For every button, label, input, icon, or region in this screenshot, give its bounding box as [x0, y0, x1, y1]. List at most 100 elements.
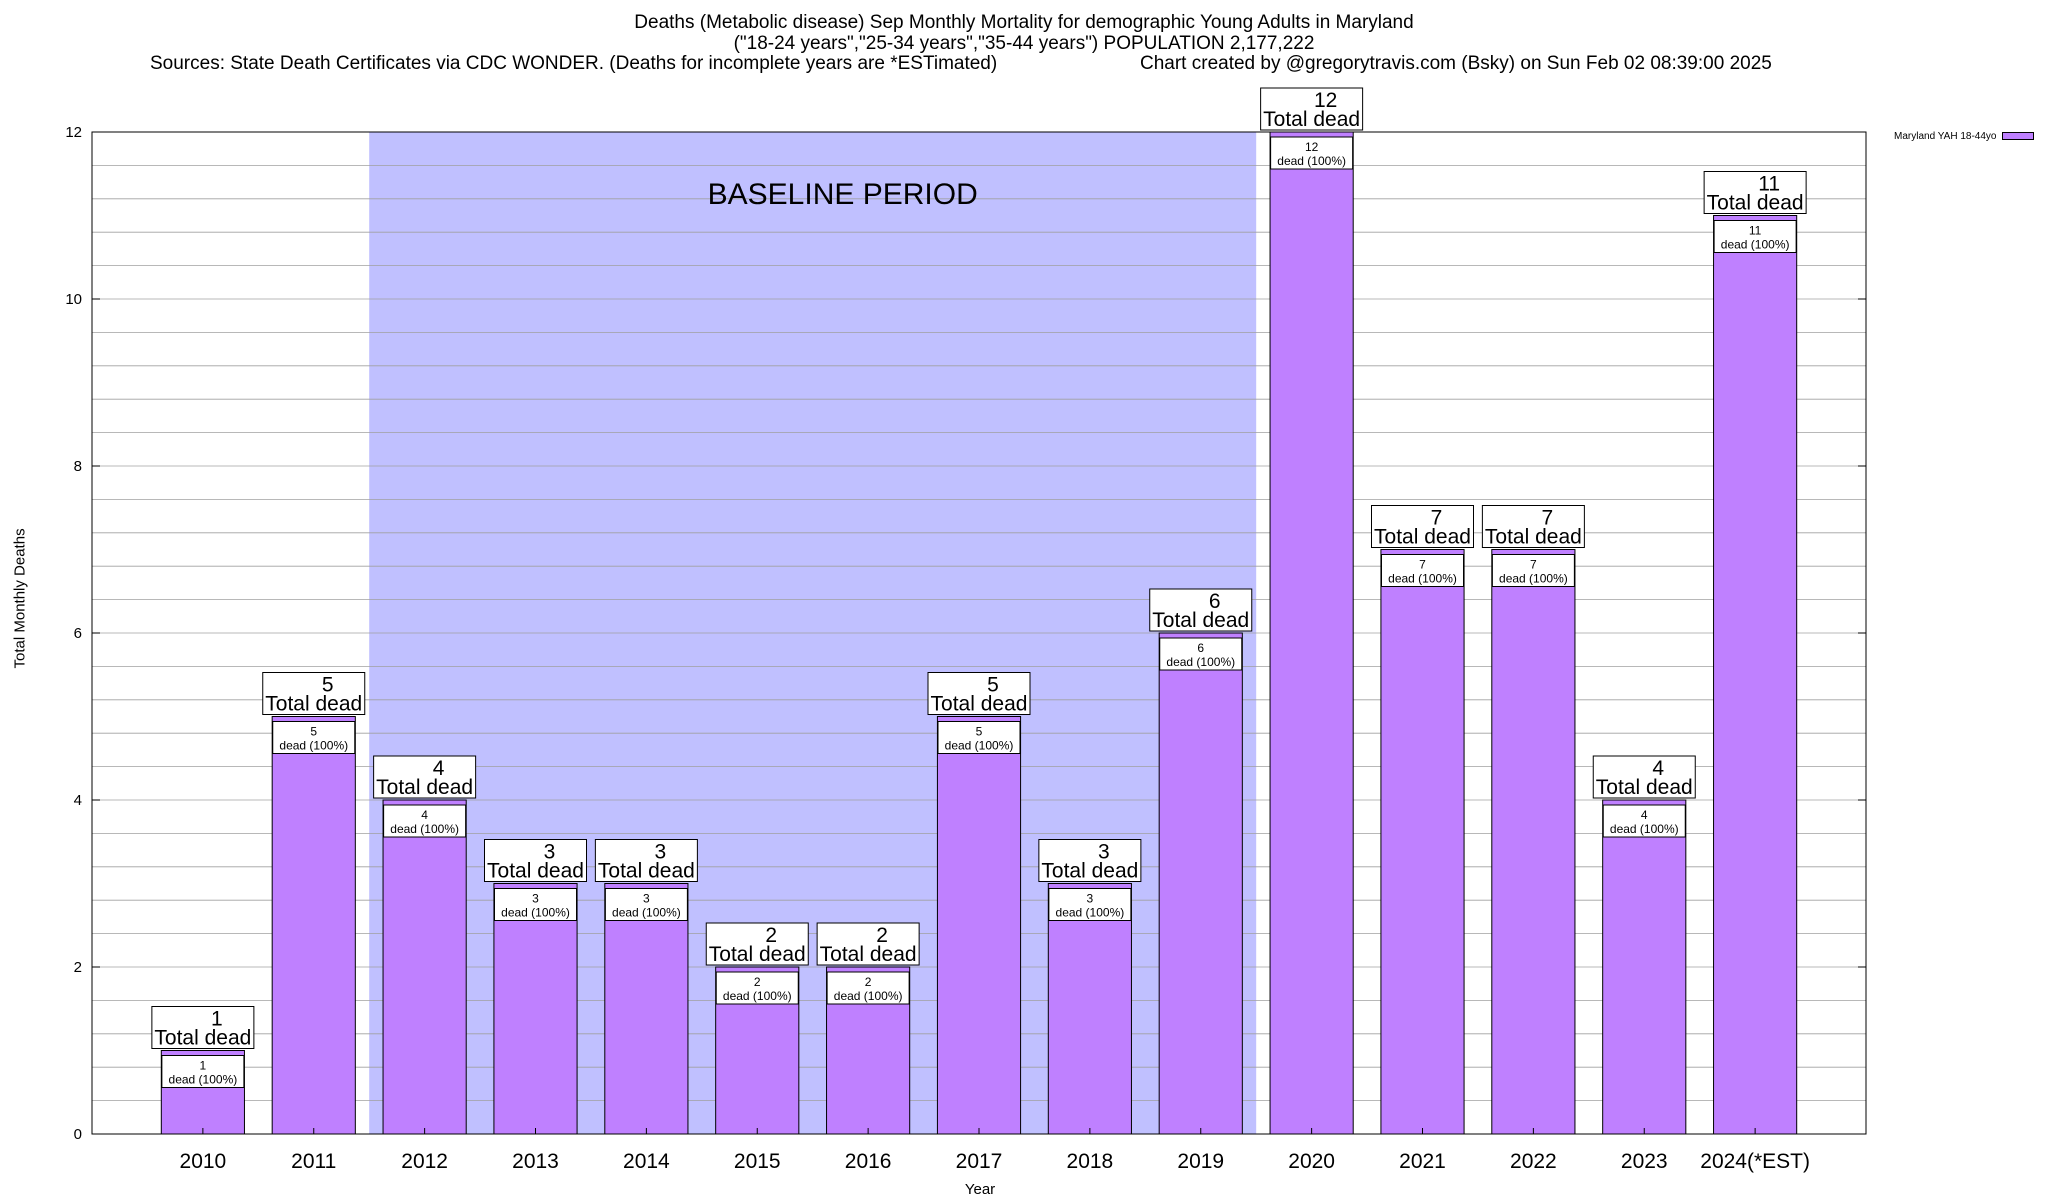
bar: [1047, 883, 1132, 1135]
inner-label-text: dead (100%): [279, 739, 348, 753]
inner-label-box: [1048, 888, 1132, 921]
inner-label-box: [161, 1055, 245, 1088]
inner-label-box: [1602, 804, 1686, 838]
inner-label-value: 4: [421, 808, 428, 822]
x-tick-label: 2015: [734, 1150, 781, 1173]
top-label-text: Total dead: [154, 1027, 251, 1050]
inner-label-value: 7: [1419, 558, 1426, 572]
bar: [271, 716, 356, 1135]
top-label-value: 3: [544, 841, 556, 864]
top-label-box: [1260, 87, 1364, 131]
x-tick-label: 2022: [1510, 1150, 1557, 1173]
top-label-text: Total dead: [1263, 108, 1360, 131]
inner-label-value: 2: [865, 975, 872, 989]
inner-label-text: dead (100%): [1499, 572, 1568, 586]
top-label-box: [927, 672, 1031, 715]
top-label-text: Total dead: [820, 943, 917, 966]
y-axis-label: Total Monthly Deaths: [11, 528, 29, 669]
top-label-box: [262, 672, 366, 715]
top-label-text: Total dead: [598, 860, 695, 883]
bar: [1602, 799, 1687, 1135]
top-label-text: Total dead: [931, 693, 1028, 716]
y-tick-label: 0: [74, 1126, 82, 1143]
top-label-value: 2: [876, 924, 888, 947]
top-label-value: 2: [765, 924, 777, 947]
top-label-box: [1592, 755, 1696, 799]
chart-credit: Chart created by @gregorytravis.com (Bsk…: [1140, 53, 1772, 74]
top-label-value: 5: [987, 674, 999, 697]
inner-label-text: dead (100%): [1610, 822, 1679, 836]
inner-label-text: dead (100%): [501, 906, 570, 920]
top-label-value: 3: [1098, 841, 1110, 864]
bar: [1158, 632, 1243, 1135]
inner-label-value: 6: [1197, 641, 1204, 655]
x-tick-label: 2016: [845, 1150, 892, 1173]
x-axis-label: Year: [964, 1181, 996, 1198]
inner-label-box: [1159, 637, 1243, 671]
y-tick-label: 4: [74, 792, 82, 809]
inner-label-value: 1: [200, 1059, 207, 1073]
x-tick-label: 2021: [1399, 1150, 1446, 1173]
bar: [1491, 549, 1576, 1135]
inner-label-value: 4: [1641, 808, 1648, 822]
top-label-value: 4: [433, 757, 445, 780]
x-tick-label: 2018: [1067, 1150, 1114, 1173]
top-label-box: [1703, 171, 1807, 214]
top-label-box: [1481, 505, 1585, 548]
top-label-box: [484, 839, 587, 882]
top-label-value: 7: [1542, 507, 1554, 530]
inner-label-value: 3: [643, 892, 650, 906]
inner-label-box: [1270, 136, 1354, 170]
top-label-text: Total dead: [1596, 776, 1693, 799]
top-label-text: Total dead: [487, 860, 584, 883]
inner-label-box: [1381, 554, 1464, 587]
top-label-box: [1149, 588, 1253, 632]
inner-label-text: dead (100%): [945, 739, 1014, 753]
inner-label-text: dead (100%): [1721, 238, 1790, 252]
inner-label-text: dead (100%): [834, 989, 903, 1003]
bar: [493, 883, 578, 1135]
inner-label-text: dead (100%): [1388, 572, 1457, 586]
top-label-value: 11: [1758, 173, 1780, 196]
inner-label-value: 11: [1749, 224, 1762, 238]
bar: [936, 716, 1022, 1135]
top-label-value: 1: [211, 1008, 223, 1031]
inner-label-value: 5: [976, 725, 983, 739]
y-tick-label: 8: [74, 458, 82, 475]
bar: [382, 799, 467, 1135]
top-label-box: [705, 922, 809, 966]
top-label-text: Total dead: [1152, 609, 1249, 632]
inner-label-box: [383, 804, 467, 838]
inner-label-value: 5: [310, 725, 317, 739]
inner-label-text: dead (100%): [169, 1073, 238, 1087]
chart-title: Deaths (Metabolic disease) Sep Monthly M…: [634, 12, 1414, 33]
inner-label-box: [1491, 554, 1575, 587]
x-tick-label: 2012: [401, 1150, 448, 1173]
top-label-text: Total dead: [1041, 860, 1138, 883]
inner-label-box: [272, 721, 356, 754]
legend: Maryland YAH 18-44yo: [1894, 131, 2035, 142]
inner-label-value: 3: [532, 892, 539, 906]
x-tick-label: 2013: [512, 1150, 559, 1173]
bar: [1380, 549, 1465, 1135]
x-tick-label: 2011: [291, 1150, 336, 1173]
inner-label-box: [715, 971, 799, 1005]
top-label-text: Total dead: [709, 943, 806, 966]
baseline-label: BASELINE PERIOD: [708, 178, 978, 211]
top-label-value: 7: [1431, 507, 1443, 530]
inner-label-value: 3: [1087, 892, 1094, 906]
inner-label-text: dead (100%): [612, 906, 681, 920]
inner-label-value: 12: [1305, 140, 1319, 154]
x-tick-label: 2019: [1177, 1150, 1224, 1173]
inner-label-box: [937, 721, 1021, 754]
x-tick-label: 2024(*EST): [1700, 1150, 1810, 1173]
top-label-box: [373, 755, 477, 799]
inner-label-text: dead (100%): [723, 989, 792, 1003]
bar: [1269, 131, 1354, 1135]
legend-swatch: [2002, 132, 2035, 141]
inner-label-box: [604, 888, 688, 921]
top-label-value: 4: [1652, 757, 1664, 780]
inner-label-box: [826, 971, 910, 1005]
top-label-box: [594, 839, 698, 882]
